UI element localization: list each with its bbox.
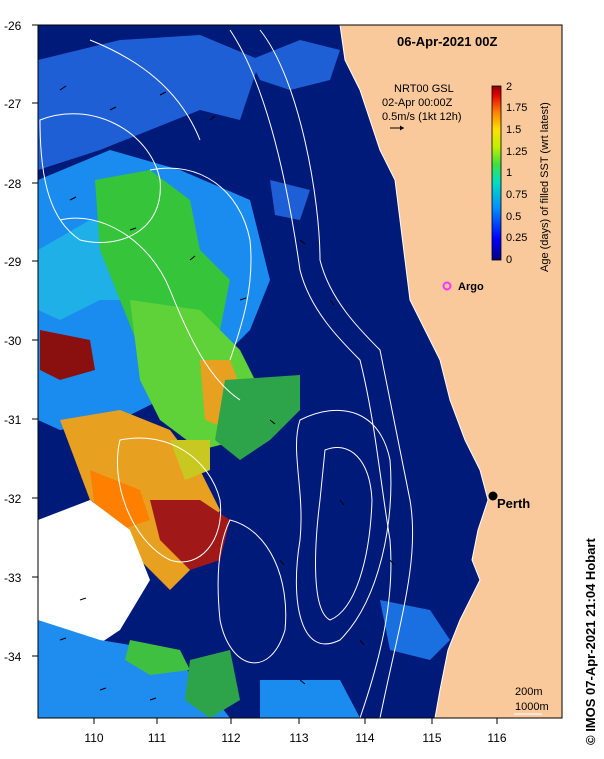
lon-tick-label: 113	[289, 731, 308, 745]
colorbar-tick: 1.75	[506, 102, 527, 114]
colorbar-tick: 1	[506, 167, 512, 179]
map-area	[38, 25, 562, 718]
lon-tick-label: 115	[422, 731, 441, 745]
land	[339, 25, 562, 718]
colorbar-tick: 2	[506, 81, 512, 93]
contour-label-1000m: 1000m	[515, 701, 549, 713]
colorbar-tick: 0	[506, 254, 512, 266]
argo-label: Argo	[458, 281, 484, 293]
lon-axis: 110 111 112 113 114 115 116	[84, 718, 507, 745]
lon-tick-label: 111	[148, 731, 167, 745]
arrow-head-icon	[400, 125, 404, 131]
current-source: NRT00 GSL	[394, 83, 454, 95]
colorbar-tick: 0.25	[506, 232, 527, 244]
lon-tick-label: 114	[355, 731, 374, 745]
credit-label: © IMOS 07-Apr-2021 21:04 Hobart	[583, 538, 598, 745]
current-reference: NRT00 GSL 02-Apr 00:00Z 0.5m/s (1kt 12h)	[382, 83, 461, 131]
lat-tick-label: -34	[4, 650, 22, 664]
colorbar-tick: 0.5	[506, 211, 521, 223]
argo-marker: Argo	[442, 281, 484, 293]
current-time: 02-Apr 00:00Z	[382, 97, 453, 109]
plot-frame	[37, 24, 563, 719]
current-vectors	[59, 85, 395, 701]
sst-age-field	[38, 35, 450, 718]
lon-tick-label: 110	[84, 731, 103, 745]
lon-tick-label: 112	[221, 731, 240, 745]
colorbar-title: Age (days) of filled SST (wrt latest)	[539, 102, 551, 272]
city-dot-icon	[488, 491, 498, 501]
lat-tick-label: -28	[4, 177, 22, 191]
colorbar-scale	[491, 85, 502, 261]
colorbar: 2 1.75 1.5 1.25 1 0.75 0.5 0.25 0 Age (d…	[491, 81, 551, 272]
city-marker: Perth	[488, 491, 530, 511]
lat-tick-label: -29	[4, 255, 22, 269]
lat-tick-label: -33	[4, 571, 22, 585]
colorbar-tick: 1.5	[506, 124, 521, 136]
city-label: Perth	[497, 496, 530, 511]
argo-float-icon	[442, 281, 452, 291]
contour-legend: 200m 1000m	[514, 686, 549, 715]
contour-lines	[39, 29, 414, 718]
colorbar-tick: 0.75	[506, 189, 527, 201]
lat-tick-label: -32	[4, 492, 22, 506]
current-speed: 0.5m/s (1kt 12h)	[382, 111, 461, 123]
lat-tick-label: -27	[4, 97, 22, 111]
lon-tick-label: 116	[487, 731, 506, 745]
map-title: 06-Apr-2021 00Z	[397, 34, 497, 49]
lat-tick-label: -26	[4, 19, 22, 33]
colorbar-tick: 1.25	[506, 146, 527, 158]
lat-tick-label: -30	[4, 334, 22, 348]
lat-axis: -26 -27 -28 -29 -30 -31 -32 -33 -34	[4, 19, 38, 664]
contour-label-200m: 200m	[515, 686, 543, 698]
lat-tick-label: -31	[4, 413, 22, 427]
